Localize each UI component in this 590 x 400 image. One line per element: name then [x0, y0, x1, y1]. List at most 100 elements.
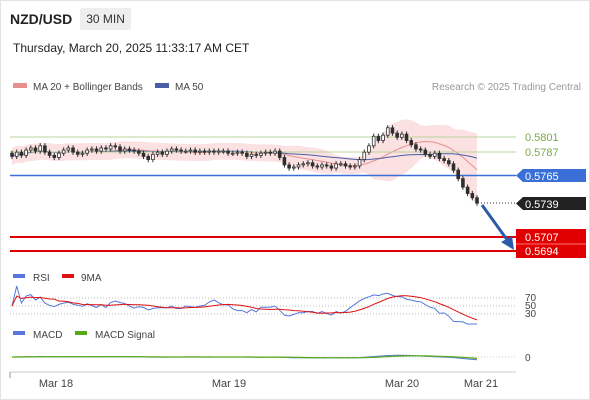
- candle-body: [174, 148, 179, 151]
- ma20-legend-label: MA 20 + Bollinger Bands: [33, 82, 143, 93]
- rsi-tick-50: 50: [525, 301, 537, 312]
- candle-body: [207, 150, 212, 153]
- candle-body: [442, 158, 446, 162]
- price-tag-0-5801: 0.5801: [525, 132, 559, 144]
- candle-body: [38, 145, 42, 152]
- candle-body: [292, 166, 296, 169]
- currency-pair-title: NZD/USD: [10, 11, 73, 27]
- candle-body: [343, 163, 348, 167]
- candle-body: [475, 197, 479, 204]
- x-tick-mar21: Mar 21: [464, 378, 498, 390]
- x-tick-mar19: Mar 19: [212, 378, 246, 390]
- candle-body: [456, 169, 461, 180]
- candle-body: [447, 160, 451, 165]
- candle-body: [315, 165, 320, 168]
- rsi-tick-30: 30: [525, 309, 537, 320]
- candle-body: [122, 148, 127, 152]
- candle-body: [451, 163, 456, 171]
- candle-body: [376, 135, 381, 141]
- candle-body: [118, 146, 122, 152]
- candle-body: [61, 149, 66, 154]
- candle-body: [155, 151, 160, 155]
- candle-body: [127, 148, 132, 151]
- candle-body: [353, 165, 357, 168]
- candle-body: [165, 150, 169, 155]
- candle-body: [198, 150, 202, 153]
- candle-body: [212, 150, 216, 153]
- macd-legend-label: MACD: [33, 330, 62, 341]
- candle-body: [104, 147, 108, 150]
- candle-body: [282, 157, 287, 166]
- candle-body: [226, 150, 230, 154]
- candle-body: [146, 156, 151, 160]
- candle-body: [390, 127, 395, 134]
- candle-body: [85, 149, 89, 154]
- rsi-legend-swatch: [13, 274, 25, 278]
- candle-body: [99, 147, 104, 152]
- candle-body: [259, 152, 263, 156]
- rsi-tick-70: 70: [525, 293, 537, 304]
- candle-body: [245, 152, 249, 157]
- candle-body: [160, 151, 165, 155]
- candle-body: [132, 149, 136, 152]
- forecast-arrow-head: [501, 236, 514, 250]
- price-tag-0-5765: 0.5765: [525, 171, 559, 183]
- candle-body: [432, 152, 437, 157]
- chart-header: NZD/USD 30 MIN: [10, 8, 131, 30]
- candle-body: [230, 152, 235, 155]
- ma50-legend-label: MA 50: [175, 82, 204, 93]
- candle-body: [400, 133, 404, 138]
- candle-body: [395, 132, 399, 138]
- candle-body: [10, 152, 14, 157]
- candle-body: [94, 148, 99, 152]
- candle-body: [202, 150, 207, 153]
- candlestick-series: [10, 125, 479, 206]
- candle-body: [43, 145, 47, 153]
- candle-body: [47, 151, 52, 156]
- candle-body: [334, 163, 338, 169]
- timeframe-badge[interactable]: 30 MIN: [80, 8, 131, 30]
- macd-signal-line: [12, 355, 478, 359]
- candle-body: [113, 145, 118, 148]
- candle-body: [249, 153, 254, 157]
- x-tick-mar20: Mar 20: [385, 378, 419, 390]
- candle-body: [324, 164, 329, 167]
- candle-body: [216, 150, 221, 153]
- candle-body: [28, 147, 33, 151]
- rsi-ma-legend-swatch: [62, 274, 74, 278]
- last-price-tag-bg: [516, 197, 586, 210]
- candle-body: [306, 162, 310, 165]
- candle-body: [141, 152, 146, 157]
- candle-body: [66, 147, 71, 151]
- ma50-legend-swatch: [155, 83, 169, 88]
- ma20-legend-swatch: [13, 83, 27, 88]
- candle-body: [338, 163, 343, 166]
- candle-body: [235, 151, 240, 154]
- candle-body: [381, 134, 385, 141]
- macd-legend-swatch: [13, 331, 25, 335]
- candle-body: [296, 164, 301, 168]
- candle-body: [254, 153, 259, 156]
- macd-signal-legend-swatch: [75, 331, 87, 335]
- candle-body: [437, 152, 442, 159]
- candle-body: [240, 151, 244, 154]
- forecast-arrow-shaft: [480, 204, 510, 242]
- candle-body: [169, 148, 174, 152]
- candle-body: [367, 145, 371, 153]
- candle-body: [273, 150, 277, 154]
- candle-body: [428, 153, 432, 157]
- candle-body: [24, 149, 28, 156]
- macd-tick-zero: 0: [525, 353, 531, 364]
- price-tag-0-5787: 0.5787: [525, 147, 559, 159]
- candle-body: [52, 154, 57, 158]
- rsi-ma-line: [11, 295, 478, 321]
- candle-body: [19, 151, 24, 156]
- candle-body: [357, 159, 362, 167]
- chart-datetime: Thursday, March 20, 2025 11:33:17 AM CET: [13, 41, 250, 55]
- macd-signal-legend-label: MACD Signal: [95, 330, 155, 341]
- candle-body: [301, 163, 306, 166]
- candle-body: [404, 133, 409, 141]
- candle-body: [80, 152, 85, 155]
- price-tag-0-5739: 0.5739: [525, 199, 559, 211]
